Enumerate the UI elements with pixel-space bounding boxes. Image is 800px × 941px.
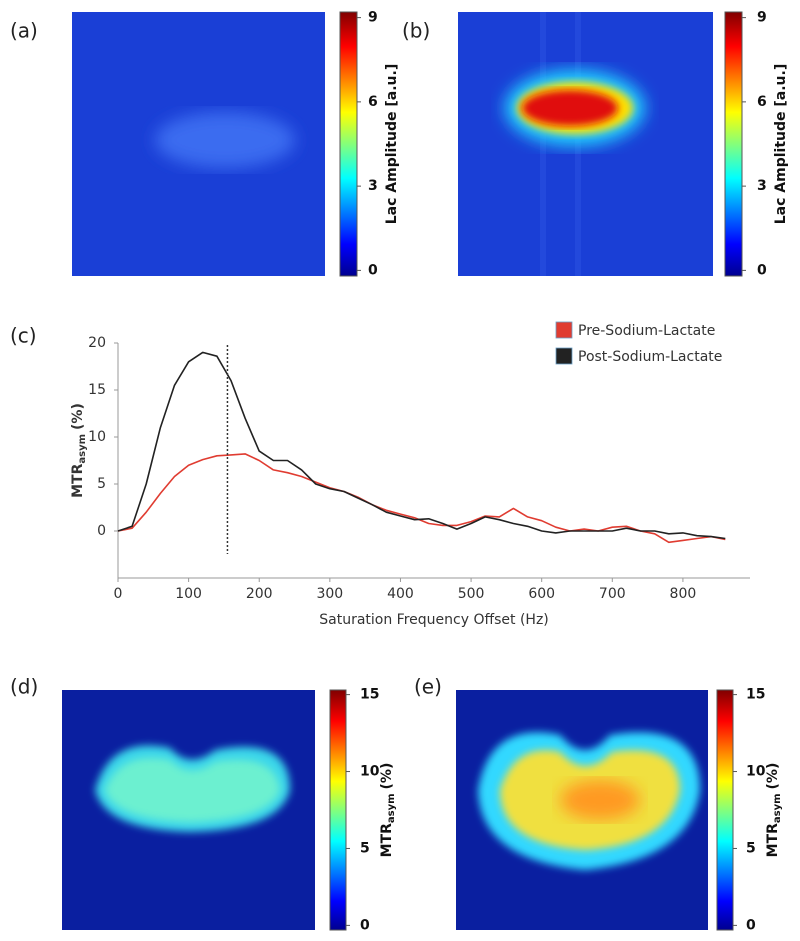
series-line	[117, 453, 726, 544]
panel-label: (e)	[414, 675, 442, 699]
colorbar-tick-label: 0	[360, 917, 370, 933]
image-d	[62, 690, 315, 930]
colorbar-label-main: MTR	[765, 823, 781, 857]
image-b	[458, 12, 713, 276]
x-tick-label: 0	[114, 586, 123, 602]
colorbar-tick-label: 3	[757, 178, 767, 194]
colorbar-label-sub: asym	[772, 793, 783, 823]
y-tick-label: 15	[88, 382, 106, 398]
panel-label: (b)	[402, 19, 430, 43]
colorbar-tick-label: 15	[746, 687, 765, 703]
y-tick-label: 10	[88, 429, 106, 445]
colorbar-label: Lac Amplitude [a.u.]	[384, 64, 400, 224]
colorbar-tick-label: 0	[746, 917, 756, 933]
colorbar-tick-label: 3	[368, 178, 378, 194]
y-axis-label: MTRasym (%)	[70, 403, 88, 498]
legend-label: Pre-Sodium-Lactate	[578, 323, 715, 339]
colorbar	[329, 689, 347, 931]
colorbar-label-unit: (%)	[765, 763, 781, 790]
series-line	[117, 351, 726, 540]
legend-swatch	[555, 321, 573, 339]
colorbar-tick-label: 0	[757, 262, 767, 278]
panel-label: (c)	[10, 324, 37, 348]
image-e	[456, 690, 708, 930]
colorbar-label-unit: (%)	[379, 763, 395, 790]
colorbar-tick-label: 10	[360, 764, 380, 780]
x-tick-label: 500	[458, 586, 485, 602]
colorbar-tick-label: 15	[360, 687, 379, 703]
x-axis-label: Saturation Frequency Offset (Hz)	[319, 612, 549, 628]
y-tick-label: 5	[97, 476, 106, 492]
colorbar	[339, 11, 358, 277]
legend-label: Post-Sodium-Lactate	[578, 349, 722, 365]
y-tick-label: 0	[97, 523, 106, 539]
x-tick-label: 400	[387, 586, 414, 602]
colorbar-tick-label: 9	[368, 10, 378, 26]
y-tick-label: 20	[88, 335, 106, 351]
colorbar-label-sub: asym	[386, 793, 397, 823]
y-label-unit: (%)	[70, 403, 86, 430]
colorbar-tick-label: 5	[746, 840, 756, 856]
colorbar-label-main: MTR	[379, 823, 395, 857]
colorbar-tick-label: 6	[368, 94, 378, 110]
colorbar-tick-label: 0	[368, 262, 378, 278]
colorbar-tick-label: 10	[746, 764, 766, 780]
colorbar-label: MTRasym (%)	[765, 763, 783, 858]
colorbar-tick-label: 9	[757, 10, 767, 26]
colorbar	[716, 689, 734, 931]
panel-label: (d)	[10, 675, 38, 699]
colorbar-label: MTRasym (%)	[379, 763, 397, 858]
x-tick-label: 200	[246, 586, 273, 602]
x-tick-label: 600	[528, 586, 555, 602]
panel-label: (a)	[10, 19, 38, 43]
image-a	[72, 12, 325, 276]
colorbar-label: Lac Amplitude [a.u.]	[773, 64, 789, 224]
legend-swatch	[555, 347, 573, 365]
colorbar-tick-label: 5	[360, 840, 370, 856]
colorbar	[724, 11, 743, 277]
x-tick-label: 700	[599, 586, 626, 602]
y-label-main: MTR	[70, 463, 86, 497]
colorbar-tick-label: 6	[757, 94, 767, 110]
x-tick-label: 300	[316, 586, 343, 602]
x-tick-label: 100	[175, 586, 202, 602]
x-tick-label: 800	[670, 586, 697, 602]
y-label-sub: asym	[77, 434, 88, 464]
